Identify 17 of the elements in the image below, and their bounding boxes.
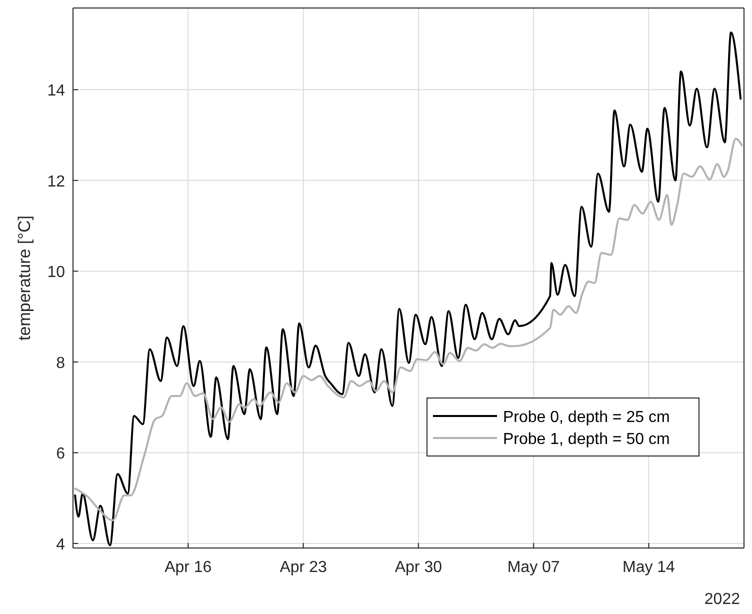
x-tick-label: Apr 30 [394,559,442,576]
line-series [74,138,743,522]
y-tick-label: 8 [56,354,66,372]
y-tick-label: 4 [56,536,66,554]
x-tick-label: Apr 23 [280,559,327,576]
legend-label: Probe 0, depth = 25 cm [503,409,670,426]
x-tick-label: May 07 [507,559,560,576]
line-series [74,32,742,546]
y-tick-label: 10 [47,264,66,282]
y-axis-title: temperature [°C] [15,216,34,340]
y-tick-label: 14 [47,82,66,100]
legend-label: Probe 1, depth = 50 cm [503,431,670,448]
x-tick-label: May 14 [622,559,676,576]
text: 2022 [704,591,740,608]
y-tick-label: 12 [47,173,66,190]
y-tick-label: 6 [56,446,66,463]
x-tick-label: Apr 16 [164,559,212,576]
